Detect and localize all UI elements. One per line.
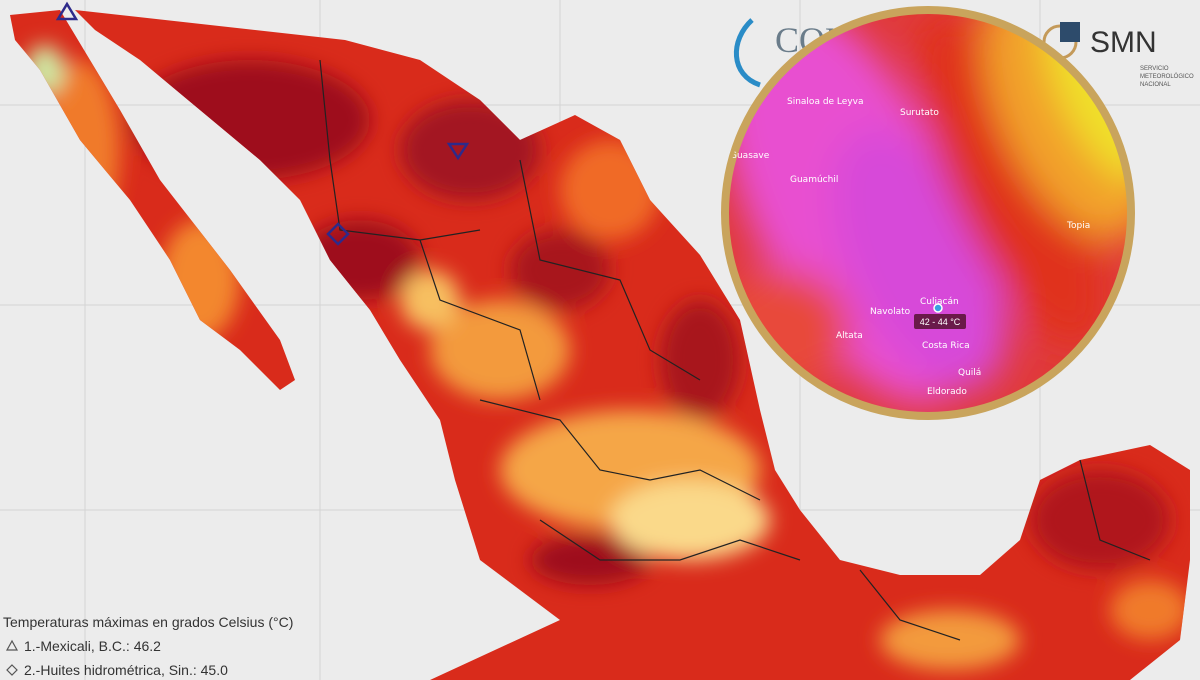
- inset-map: Sinaloa de Leyva Surutato Guasave Guamúc…: [721, 6, 1135, 420]
- logo-text: SMN: [1090, 26, 1157, 59]
- legend-symbol: [6, 664, 18, 676]
- value-badge: [914, 314, 966, 329]
- place-label: Guamúchil: [790, 175, 838, 185]
- place-label: Culiacán: [920, 297, 959, 307]
- logo-subtitle: METEOROLÓGICO: [1140, 73, 1194, 80]
- logo-right: SMN SERVICIO METEOROLÓGICO NACIONAL: [1042, 22, 1194, 88]
- place-label: Sinaloa de Leyva: [787, 97, 864, 107]
- state-borders: [319, 59, 1151, 641]
- legend: Temperaturas máximas en grados Celsius (…: [3, 614, 293, 678]
- station-marker: [55, 1, 79, 21]
- place-label: Guasave: [730, 151, 770, 161]
- station-marker: [446, 142, 470, 161]
- legend-item: 1.-Mexicali, B.C.: 46.2: [24, 638, 161, 654]
- station-marker: [326, 222, 350, 246]
- place-label: Costa Rica: [922, 341, 970, 351]
- legend-symbol: [5, 639, 19, 651]
- place-label: Topia: [1066, 221, 1090, 231]
- logo-subtitle: NACIONAL: [1140, 82, 1171, 88]
- place-label: Surutato: [900, 108, 939, 118]
- legend-item: 2.-Huites hidrométrica, Sin.: 45.0: [24, 662, 228, 678]
- place-label: Altata: [836, 331, 863, 341]
- value-label: 42 - 44 °C: [920, 317, 961, 327]
- place-label: Eldorado: [927, 387, 967, 397]
- location-pin: [933, 303, 943, 313]
- legend-title: Temperaturas máximas en grados Celsius (…: [3, 614, 293, 630]
- place-label: Navolato: [870, 307, 911, 317]
- logo-subtitle: SERVICIO: [1140, 66, 1169, 72]
- place-label: Quilá: [958, 368, 981, 378]
